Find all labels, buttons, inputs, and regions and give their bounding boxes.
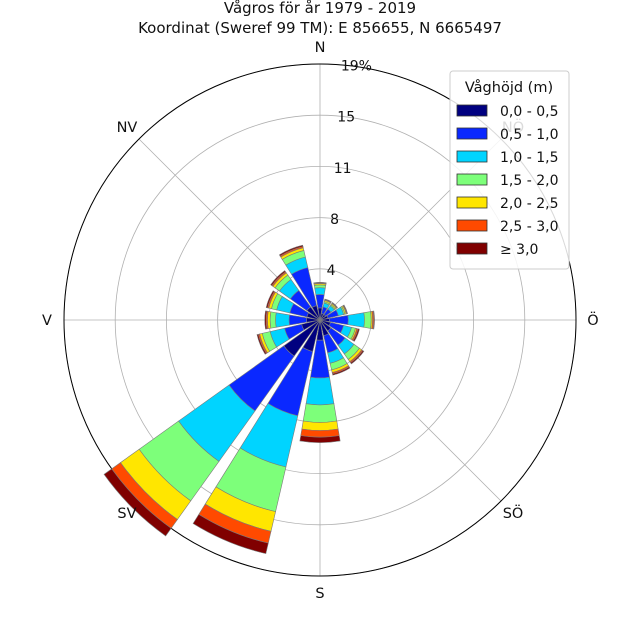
- legend-label-4: 2,0 - 2,5: [500, 196, 558, 212]
- compass-label-Ö: Ö: [587, 311, 598, 329]
- legend-swatch-6: [456, 242, 488, 255]
- legend: Våghöjd (m) 0,0 - 0,5 0,5 - 1,0 1,0 - 1,5 1…: [449, 70, 570, 270]
- bar-segment-SÖ-6: [350, 350, 365, 365]
- legend-swatch-0: [456, 104, 488, 117]
- legend-swatch-1: [456, 127, 488, 140]
- bar-segment-N-2: [314, 287, 326, 296]
- legend-swatch-3: [456, 173, 488, 186]
- compass-label-SÖ: SÖ: [503, 504, 524, 522]
- legend-swatch-4: [456, 196, 488, 209]
- compass-label-S: S: [315, 586, 324, 602]
- bar-segment-VSV-6: [256, 333, 267, 355]
- bar-segment-S-6: [299, 435, 341, 443]
- bar-segment-SSV-6: [192, 513, 269, 554]
- radial-tick-label-0: 4: [327, 263, 336, 279]
- bar-segment-S-4: [301, 420, 339, 431]
- legend-label-0: 0,0 - 0,5: [500, 104, 558, 120]
- bar-segment-N-6: [313, 281, 327, 284]
- bar-segment-Ö-6: [372, 310, 375, 330]
- legend-label-2: 1,0 - 1,5: [500, 150, 558, 166]
- bar-segment-S-3: [302, 403, 338, 423]
- compass-label-NV: NV: [117, 120, 138, 136]
- chart-subtitle: Koordinat (Sweref 99 TM): E 856655, N 66…: [138, 19, 502, 37]
- legend-label-1: 0,5 - 1,0: [500, 127, 558, 143]
- bar-segment-SV-6: [103, 468, 172, 537]
- radial-tick-label-1: 8: [330, 212, 339, 228]
- bar-segment-ÖNÖ-6: [343, 304, 348, 315]
- radial-tick-label-3: 15: [337, 110, 355, 126]
- radial-tick-label-2: 11: [334, 161, 352, 177]
- legend-label-6: ≥ 3,0: [500, 242, 538, 258]
- bar-segment-V-6: [264, 310, 268, 330]
- bar-segment-S-2: [305, 376, 335, 406]
- compass-label-V: V: [42, 313, 52, 329]
- bar-segment-Ö-2: [347, 312, 365, 328]
- bar-segment-NV-6: [270, 270, 286, 286]
- legend-label-5: 2,5 - 3,0: [500, 219, 558, 235]
- legend-swatch-5: [456, 219, 488, 232]
- compass-label-SV: SV: [117, 506, 136, 522]
- bar-segment-V-2: [275, 312, 290, 328]
- legend-swatch-2: [456, 150, 488, 163]
- legend-frame: [449, 70, 570, 270]
- bar-segment-NNÖ-6: [324, 298, 332, 303]
- bar-segment-ÖSÖ-6: [352, 328, 360, 342]
- bar-segment-Ö-3: [363, 311, 372, 329]
- legend-label-3: 1,5 - 2,0: [500, 173, 558, 189]
- bar-segment-S-5: [300, 428, 340, 438]
- bar-segment-V-3: [269, 311, 277, 329]
- bar-segment-NÖ-6: [331, 302, 338, 309]
- rose-bars: [103, 244, 375, 554]
- bar-segment-NNV-6: [278, 244, 304, 257]
- radial-tick-label-4: 19%: [341, 59, 372, 75]
- polar-frame: [63, 63, 577, 577]
- legend-title: Våghöjd (m): [465, 79, 553, 96]
- chart-title: Vågros för år 1979 - 2019: [224, 0, 416, 17]
- bar-segment-VNV-6: [265, 290, 275, 309]
- bar-segment-SSÖ-6: [332, 366, 351, 376]
- compass-label-N: N: [315, 40, 326, 56]
